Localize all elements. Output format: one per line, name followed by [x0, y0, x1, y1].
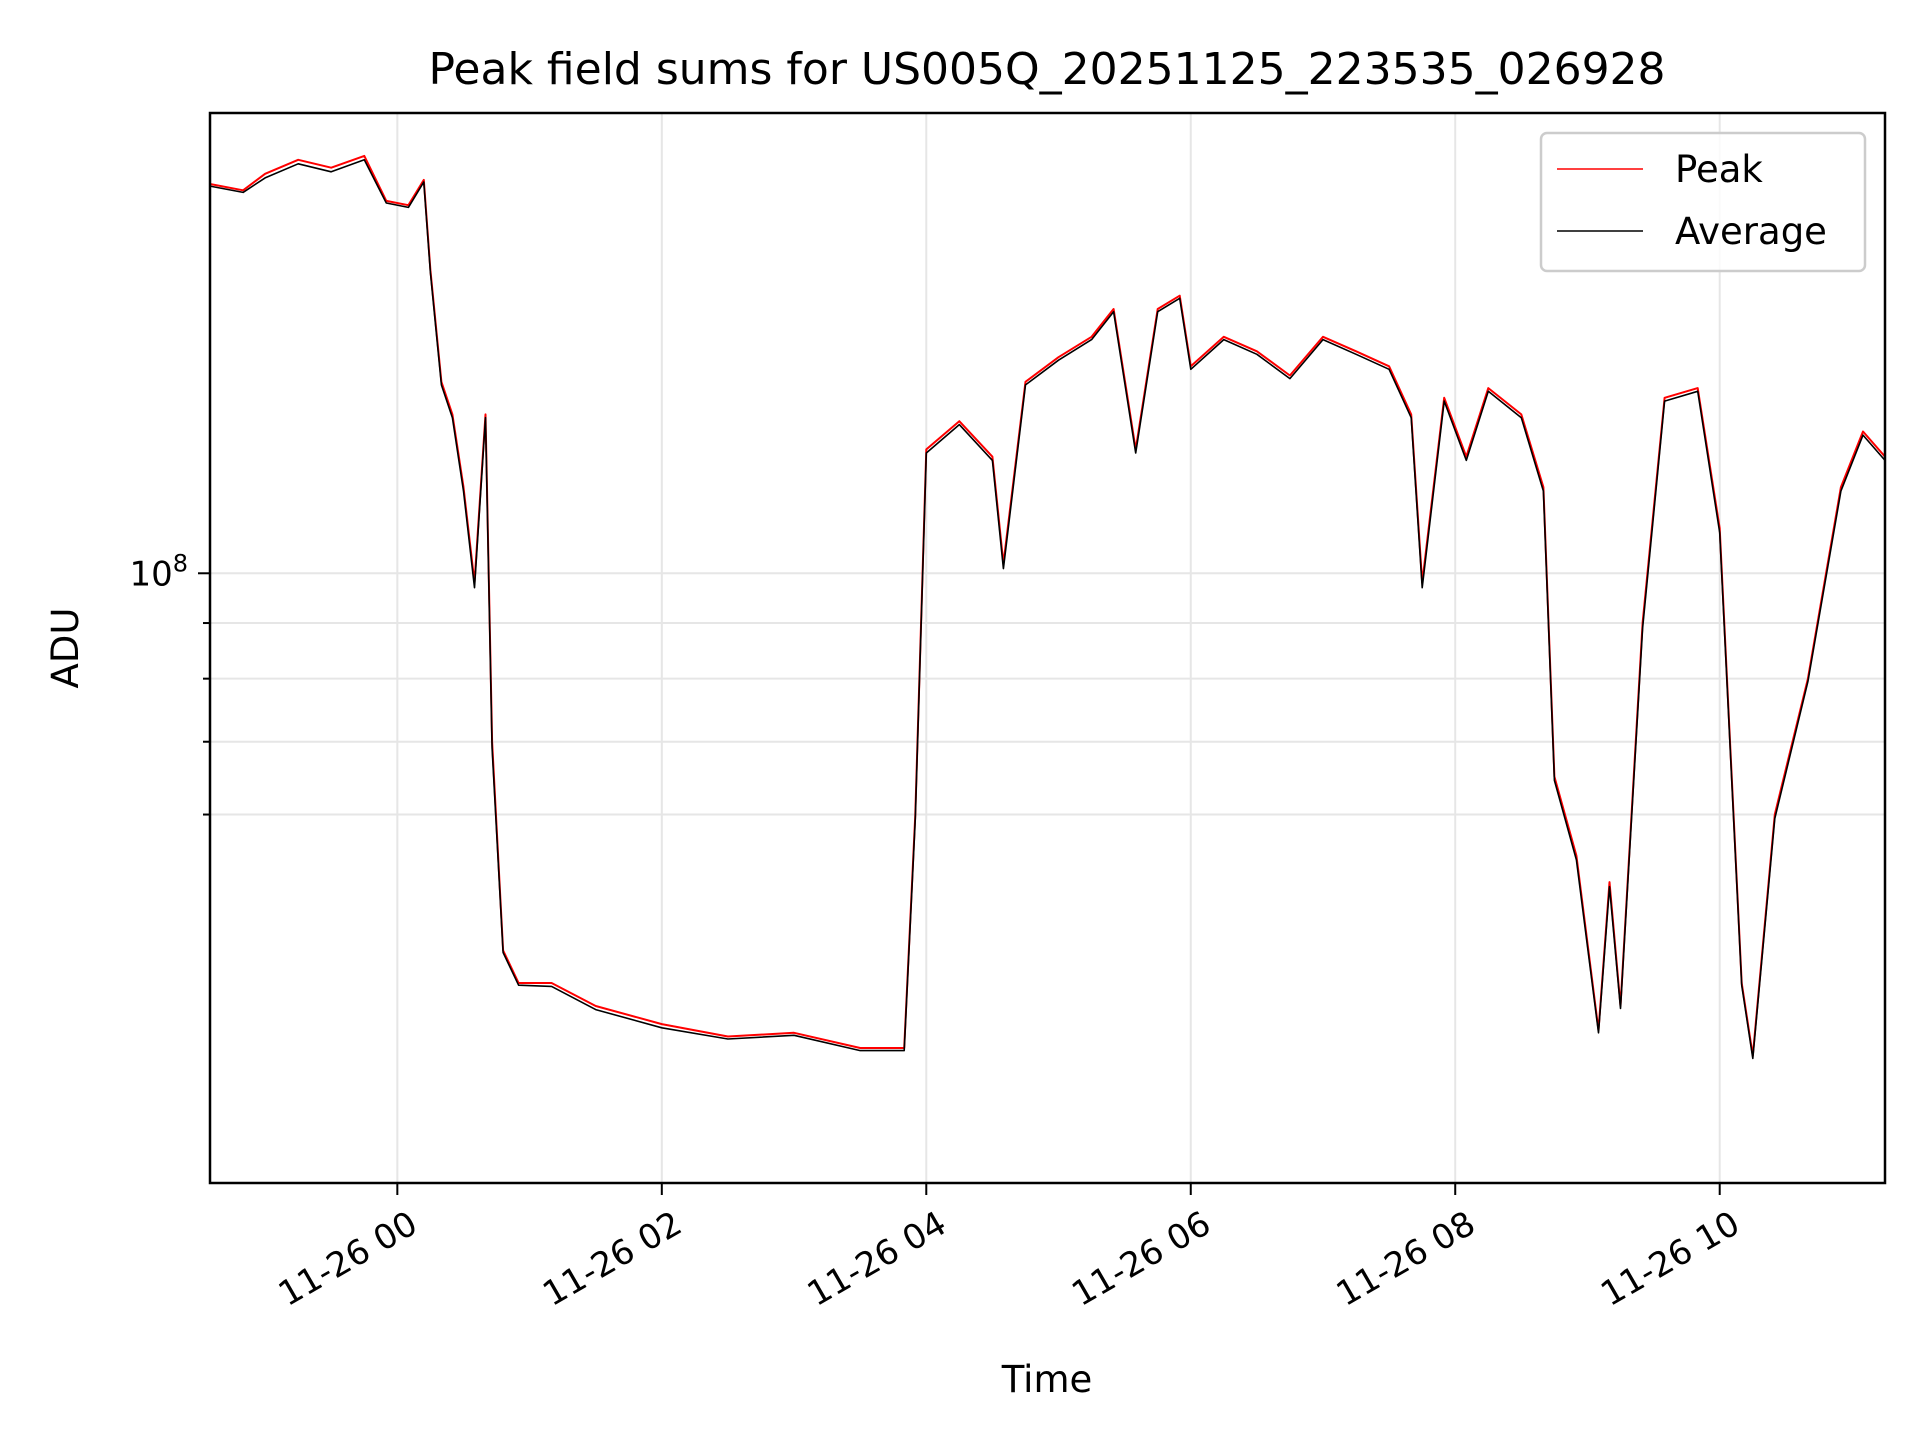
y-tick-label: 108 [129, 549, 188, 594]
grid [210, 113, 1885, 1183]
legend-label-average: Average [1675, 210, 1827, 253]
chart-title: Peak field sums for US005Q_20251125_2235… [428, 44, 1665, 95]
plot-frame [208, 111, 1887, 1185]
legend-label-peak: Peak [1675, 148, 1763, 191]
series-line-average [209, 159, 1886, 1060]
y-axis-label: ADU [44, 608, 87, 689]
legend-box [1539, 131, 1867, 273]
legend: Peak Average [1539, 131, 1867, 273]
x-axis-label: Time [1001, 1358, 1093, 1401]
series-layer [209, 154, 1886, 1060]
y-axis: 108 [129, 549, 210, 816]
